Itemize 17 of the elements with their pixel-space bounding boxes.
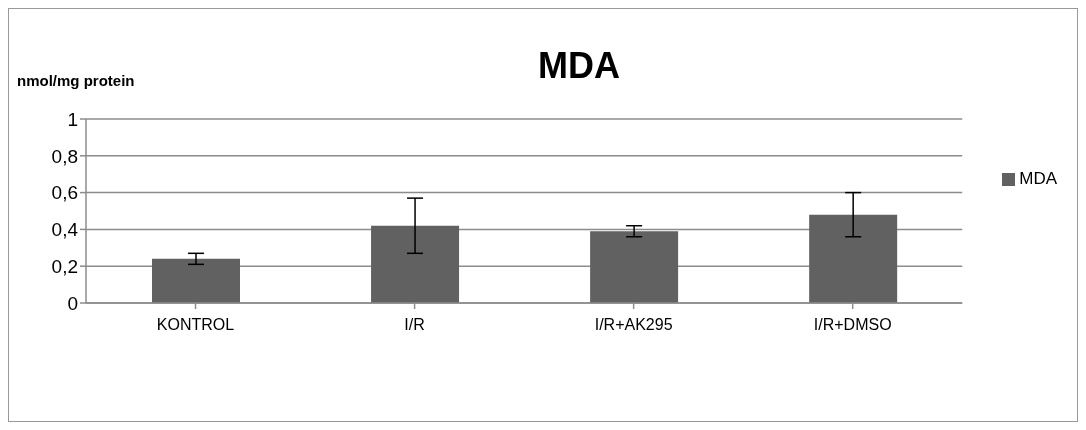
- y-tick-label: 1: [67, 108, 78, 130]
- bar: [590, 231, 679, 303]
- bar: [371, 225, 460, 303]
- y-tick-label: 0,6: [51, 182, 78, 204]
- bar: [809, 214, 898, 303]
- y-axis-title: nmol/mg protein: [17, 72, 135, 89]
- y-tick-label: 0,2: [51, 255, 78, 277]
- x-tick-label: KONTROL: [156, 316, 235, 334]
- y-tick-label: 0,8: [51, 145, 78, 167]
- bar: [152, 258, 240, 303]
- x-tick-label: I/R+DMSO: [813, 316, 892, 334]
- y-tick-label: 0,4: [51, 219, 79, 241]
- x-tick-label: I/R+AK295: [594, 316, 673, 334]
- legend-label: MDA: [1019, 169, 1057, 188]
- chart-title: MDA: [538, 45, 620, 86]
- y-tick-label: 0: [67, 292, 78, 314]
- x-tick-label: I/R: [404, 316, 425, 334]
